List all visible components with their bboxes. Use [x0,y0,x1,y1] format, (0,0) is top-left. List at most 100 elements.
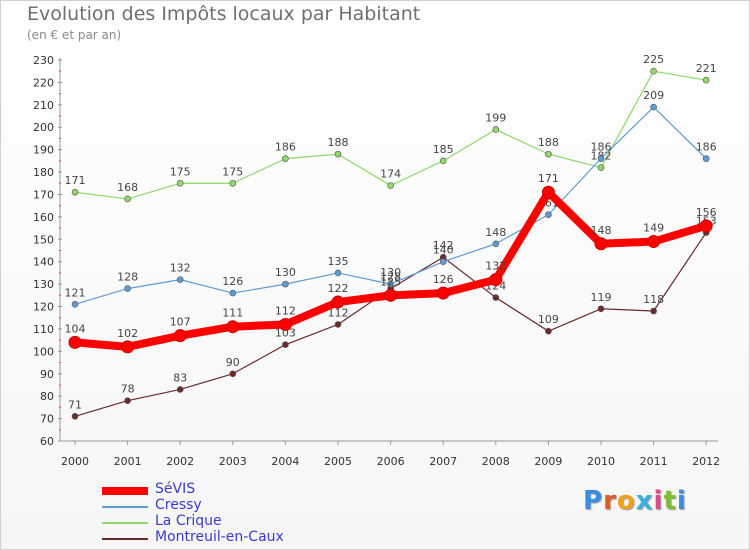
data-label-montreuil-en-caux: 128 [380,271,401,284]
data-label-cressy: 209 [643,89,664,102]
data-point-s-vis [121,340,135,354]
logo-letter: o [616,486,636,516]
y-tick-label: 220 [33,76,54,89]
data-label-montreuil-en-caux: 71 [68,398,82,411]
data-label-s-vis: 126 [433,273,454,286]
data-point-la-crique [439,157,447,165]
data-point-cressy [597,155,605,162]
data-point-la-crique [229,179,237,187]
data-point-la-crique [71,188,79,196]
data-label-la-crique: 174 [380,168,401,181]
data-point-s-vis [278,317,292,331]
data-point-cressy [545,211,552,218]
data-point-cressy [439,258,447,266]
logo-letter: i [676,486,687,516]
legend-label-la-crique: La Crique [155,513,222,529]
x-tick-label: 2000 [61,455,89,468]
data-point-cressy [229,289,237,297]
data-label-s-vis: 104 [65,322,86,335]
data-label-montreuil-en-caux: 78 [121,383,135,396]
data-point-montreuil-en-caux [282,341,289,348]
data-label-montreuil-en-caux: 90 [226,356,240,369]
data-label-la-crique: 175 [222,165,243,178]
proxiti-logo: Proxiti [583,486,687,516]
chart-title: Evolution des Impôts locaux par Habitant [27,3,421,25]
y-tick-label: 190 [33,144,54,157]
x-tick-label: 2002 [166,455,194,468]
x-tick-label: 2011 [640,455,668,468]
data-point-la-crique [650,67,657,75]
data-label-s-vis: 111 [222,307,243,320]
data-label-s-vis: 102 [117,327,138,340]
data-point-montreuil-en-caux [597,305,605,313]
data-label-cressy: 126 [222,275,243,288]
data-label-la-crique: 185 [433,143,454,156]
data-point-montreuil-en-caux [334,321,342,328]
data-label-montreuil-en-caux: 119 [591,291,612,304]
data-label-la-crique: 188 [328,136,349,149]
data-point-s-vis [68,335,82,349]
y-tick-label: 120 [33,301,54,314]
data-label-montreuil-en-caux: 103 [275,327,296,340]
data-label-s-vis: 171 [538,172,559,185]
y-tick-label: 210 [33,99,54,112]
data-point-la-crique [702,76,710,84]
data-point-montreuil-en-caux [229,370,237,378]
x-tick-label: 2010 [587,455,615,468]
data-label-cressy: 186 [591,141,612,154]
data-label-montreuil-en-caux: 142 [433,239,454,252]
chart-subtitle: (en € et par an) [27,28,122,42]
data-point-la-crique [334,150,342,158]
data-point-cressy [492,240,500,248]
data-label-cressy: 130 [275,266,296,279]
data-label-s-vis: 125 [380,275,401,288]
legend-label-sevis: SéVIS [155,481,196,497]
data-point-montreuil-en-caux [71,413,79,420]
data-label-la-crique: 199 [485,111,506,124]
data-point-la-crique [387,182,394,189]
data-point-s-vis [173,329,187,343]
data-label-montreuil-en-caux: 112 [328,306,349,319]
data-label-cressy: 148 [485,226,506,239]
data-point-montreuil-en-caux [650,307,657,315]
legend-label-montreuil-en-caux: Montreuil-en-Caux [155,529,284,545]
data-point-cressy [282,280,289,288]
y-tick-label: 170 [33,188,54,201]
data-label-s-vis: 112 [275,304,296,317]
x-tick-label: 2004 [271,455,299,468]
data-label-s-vis: 156 [696,206,717,219]
data-label-cressy: 186 [696,141,717,154]
data-label-cressy: 128 [117,271,138,284]
legend-label-cressy: Cressy [155,497,202,513]
data-label-cressy: 140 [433,244,454,257]
data-point-la-crique [282,155,289,162]
data-point-montreuil-en-caux [124,397,131,404]
data-label-montreuil-en-caux: 83 [173,371,187,384]
data-label-la-crique: 171 [65,174,86,187]
data-point-cressy [124,285,131,292]
data-label-cressy: 121 [65,286,86,299]
data-point-cressy [387,280,394,288]
data-point-la-crique [492,126,500,133]
y-tick-label: 200 [33,121,54,134]
data-label-s-vis: 107 [170,316,191,329]
data-point-cressy [702,155,710,162]
y-tick-label: 130 [33,278,54,291]
y-tick-label: 230 [33,54,54,67]
x-tick-label: 2006 [377,455,405,468]
data-point-montreuil-en-caux [545,327,552,335]
data-label-cressy: 135 [328,255,349,268]
data-point-la-crique [176,179,184,187]
x-tick-label: 2001 [114,455,142,468]
logo-letter: x [635,486,654,516]
y-tick-label: 60 [40,435,54,448]
data-point-s-vis [331,295,345,309]
y-tick-label: 80 [40,390,54,403]
data-point-montreuil-en-caux [492,294,500,301]
y-tick-label: 90 [40,368,54,381]
data-point-cressy [71,300,79,308]
logo-letter: r [603,486,617,516]
y-tick-label: 70 [40,413,54,426]
data-point-s-vis [436,286,450,300]
